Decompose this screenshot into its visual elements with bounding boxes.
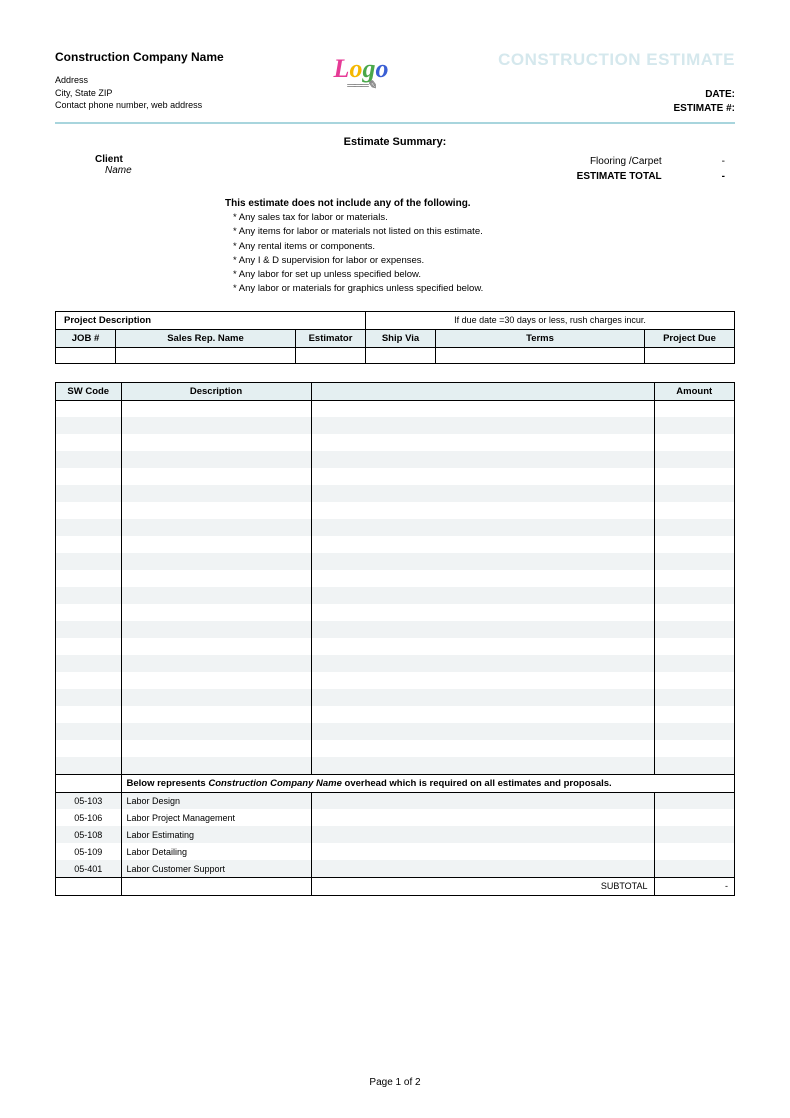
item-row[interactable] bbox=[56, 570, 734, 587]
header-left: Construction Company Name Address City, … bbox=[55, 50, 293, 112]
item-row[interactable] bbox=[56, 468, 734, 485]
client-left: Client Name bbox=[55, 154, 132, 184]
subtotal-label: SUBTOTAL bbox=[311, 878, 654, 895]
document-title: CONSTRUCTION ESTIMATE bbox=[429, 50, 735, 70]
page-container: Construction Company Name Address City, … bbox=[0, 0, 790, 916]
col-mid bbox=[311, 383, 654, 401]
page-footer: Page 1 of 2 bbox=[0, 1077, 790, 1088]
item-row[interactable] bbox=[56, 723, 734, 740]
overhead-row[interactable]: 05-106Labor Project Management bbox=[56, 809, 734, 826]
client-label: Client bbox=[95, 154, 132, 165]
items-table: SW Code Description Amount Below represe… bbox=[56, 383, 734, 878]
item-row[interactable] bbox=[56, 587, 734, 604]
header-right: CONSTRUCTION ESTIMATE DATE: ESTIMATE #: bbox=[429, 50, 735, 116]
date-label: DATE: bbox=[429, 88, 735, 102]
overhead-desc: Labor Detailing bbox=[121, 843, 311, 860]
subtotal-table: SUBTOTAL - bbox=[56, 877, 734, 895]
logo: Logo ═══✎ bbox=[293, 50, 429, 93]
col-project-due: Project Due bbox=[645, 329, 735, 347]
rush-note: If due date =30 days or less, rush charg… bbox=[366, 311, 735, 329]
col-description: Description bbox=[121, 383, 311, 401]
overhead-code: 05-109 bbox=[56, 843, 121, 860]
company-city-state-zip: City, State ZIP bbox=[55, 87, 293, 100]
item-row[interactable] bbox=[56, 553, 734, 570]
summary-line1-label: Flooring /Carpet bbox=[590, 154, 662, 169]
summary-total-label: ESTIMATE TOTAL bbox=[577, 169, 662, 184]
header: Construction Company Name Address City, … bbox=[55, 50, 735, 116]
summary-right: Flooring /Carpet - ESTIMATE TOTAL - bbox=[577, 154, 735, 184]
col-sales-rep: Sales Rep. Name bbox=[116, 329, 296, 347]
col-job: JOB # bbox=[56, 329, 116, 347]
project-description-label: Project Description bbox=[56, 311, 366, 329]
item-row[interactable] bbox=[56, 638, 734, 655]
item-row[interactable] bbox=[56, 604, 734, 621]
overhead-header-row: Below represents Construction Company Na… bbox=[56, 774, 734, 792]
items-section: SW Code Description Amount Below represe… bbox=[55, 382, 735, 896]
exclusions-item: * Any I & D supervision for labor or exp… bbox=[225, 254, 735, 268]
item-row[interactable] bbox=[56, 655, 734, 672]
item-row[interactable] bbox=[56, 502, 734, 519]
exclusions-title: This estimate does not include any of th… bbox=[225, 198, 735, 209]
company-address: Address bbox=[55, 74, 293, 87]
overhead-row[interactable]: 05-103Labor Design bbox=[56, 792, 734, 809]
project-row[interactable] bbox=[56, 347, 735, 363]
exclusions-block: This estimate does not include any of th… bbox=[225, 198, 735, 297]
item-row[interactable] bbox=[56, 519, 734, 536]
overhead-desc: Labor Customer Support bbox=[121, 860, 311, 877]
exclusions-item: * Any rental items or components. bbox=[225, 240, 735, 254]
overhead-desc: Labor Project Management bbox=[121, 809, 311, 826]
company-name: Construction Company Name bbox=[55, 50, 293, 64]
col-sw-code: SW Code bbox=[56, 383, 121, 401]
summary-total-value: - bbox=[722, 169, 725, 184]
overhead-row[interactable]: 05-401Labor Customer Support bbox=[56, 860, 734, 877]
item-row[interactable] bbox=[56, 689, 734, 706]
overhead-desc: Labor Design bbox=[121, 792, 311, 809]
client-summary-block: Client Name Flooring /Carpet - ESTIMATE … bbox=[55, 154, 735, 184]
overhead-row[interactable]: 05-108Labor Estimating bbox=[56, 826, 734, 843]
overhead-row[interactable]: 05-109Labor Detailing bbox=[56, 843, 734, 860]
divider bbox=[55, 122, 735, 124]
col-ship-via: Ship Via bbox=[366, 329, 436, 347]
exclusions-item: * Any labor or materials for graphics un… bbox=[225, 282, 735, 296]
logo-icon: Logo ═══✎ bbox=[334, 54, 389, 93]
item-row[interactable] bbox=[56, 485, 734, 502]
overhead-code: 05-108 bbox=[56, 826, 121, 843]
item-row[interactable] bbox=[56, 621, 734, 638]
overhead-desc: Labor Estimating bbox=[121, 826, 311, 843]
summary-line1-value: - bbox=[722, 154, 725, 169]
col-estimator: Estimator bbox=[296, 329, 366, 347]
exclusions-item: * Any items for labor or materials not l… bbox=[225, 225, 735, 239]
item-row[interactable] bbox=[56, 417, 734, 434]
item-row[interactable] bbox=[56, 672, 734, 689]
col-terms: Terms bbox=[436, 329, 645, 347]
estimate-no-label: ESTIMATE #: bbox=[429, 102, 735, 116]
project-description-table: Project Description If due date =30 days… bbox=[55, 311, 735, 364]
exclusions-item: * Any sales tax for labor or materials. bbox=[225, 211, 735, 225]
item-row[interactable] bbox=[56, 757, 734, 774]
item-row[interactable] bbox=[56, 451, 734, 468]
subtotal-value: - bbox=[654, 878, 734, 895]
overhead-code: 05-401 bbox=[56, 860, 121, 877]
col-amount: Amount bbox=[654, 383, 734, 401]
exclusions-item: * Any labor for set up unless specified … bbox=[225, 268, 735, 282]
item-row[interactable] bbox=[56, 706, 734, 723]
item-row[interactable] bbox=[56, 536, 734, 553]
item-row[interactable] bbox=[56, 400, 734, 417]
client-name: Name bbox=[95, 165, 132, 176]
overhead-note: Below represents Construction Company Na… bbox=[121, 774, 734, 792]
item-row[interactable] bbox=[56, 434, 734, 451]
overhead-code: 05-106 bbox=[56, 809, 121, 826]
overhead-code: 05-103 bbox=[56, 792, 121, 809]
summary-title: Estimate Summary: bbox=[55, 136, 735, 148]
item-row[interactable] bbox=[56, 740, 734, 757]
company-contact: Contact phone number, web address bbox=[55, 99, 293, 112]
